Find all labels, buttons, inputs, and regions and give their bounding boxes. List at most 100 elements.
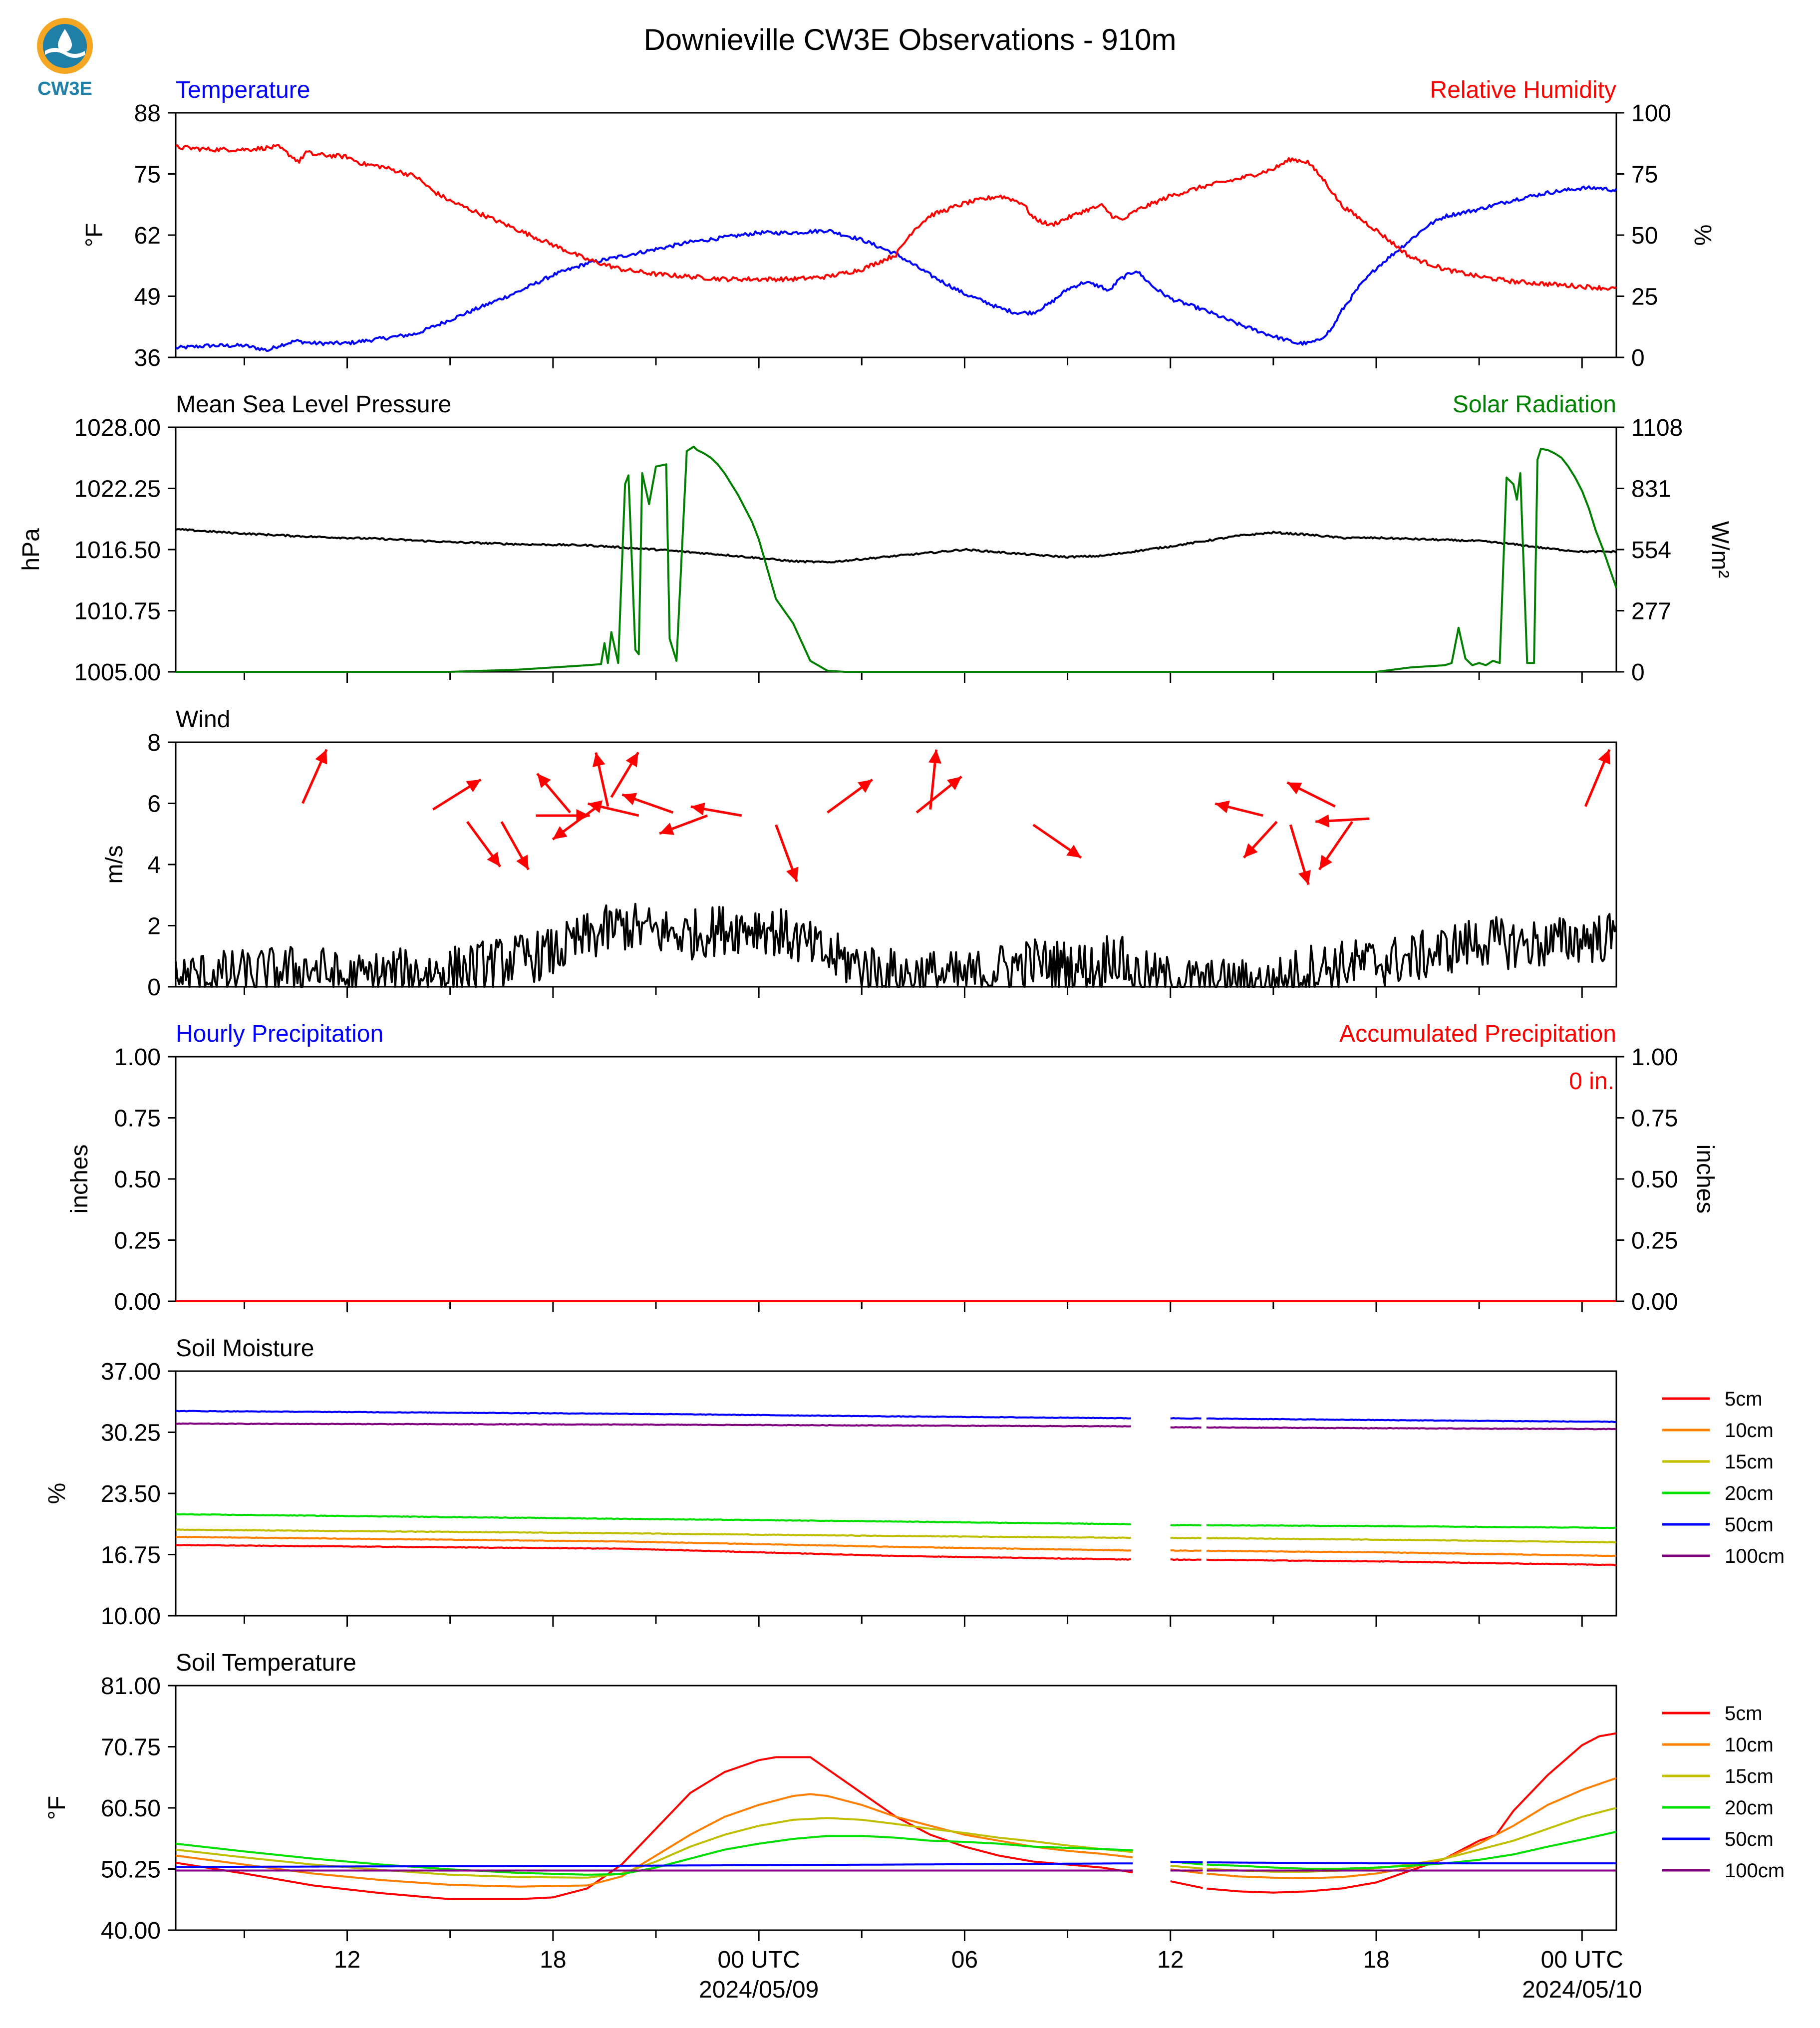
legend-label: 20cm bbox=[1725, 1797, 1774, 1819]
accumulated-total-label: 0 in. bbox=[1569, 1068, 1614, 1095]
y-tick-label-right: 554 bbox=[1631, 537, 1671, 564]
wind-arrow-head bbox=[625, 752, 638, 768]
series-line-20cm bbox=[175, 1513, 1617, 1529]
wind-arrow-head bbox=[537, 773, 551, 788]
wind-arrow-head bbox=[588, 800, 603, 813]
y-tick-label: 16.75 bbox=[101, 1542, 161, 1569]
y-tick-label: 49 bbox=[134, 284, 161, 310]
y-tick-label: 4 bbox=[147, 852, 161, 878]
wind-arrow-head bbox=[1287, 782, 1302, 795]
y-tick-label: 1005.00 bbox=[74, 659, 161, 686]
y-axis-label: hPa bbox=[18, 528, 44, 571]
legend-label: 15cm bbox=[1725, 1451, 1774, 1473]
series-line-100cm bbox=[175, 1422, 1617, 1431]
y-tick-label: 1022.25 bbox=[74, 476, 161, 503]
wind-arrow-head bbox=[659, 823, 674, 835]
panel-title-right: Relative Humidity bbox=[1430, 77, 1616, 103]
panel-pressure-solar: Mean Sea Level Pressure Solar Radiation 10… bbox=[18, 391, 1733, 686]
panel-title-left: Mean Sea Level Pressure bbox=[176, 391, 451, 418]
series-line-50cm bbox=[175, 1410, 1617, 1424]
y-tick-label-right: 831 bbox=[1631, 476, 1671, 503]
legend-label: 15cm bbox=[1725, 1765, 1774, 1787]
legend-label: 50cm bbox=[1725, 1514, 1774, 1536]
wind-arrow-head bbox=[946, 776, 962, 790]
y-tick-label-right: 75 bbox=[1631, 162, 1658, 188]
wind-arrow-head bbox=[487, 852, 501, 867]
legend-label: 5cm bbox=[1725, 1703, 1763, 1725]
y-tick-label: 60.50 bbox=[101, 1795, 161, 1822]
y-axis-label-right: % bbox=[1689, 225, 1716, 246]
series-line-5cm bbox=[175, 1544, 1617, 1566]
y-tick-label: 0.00 bbox=[114, 1289, 161, 1315]
wind-arrow-head bbox=[622, 793, 637, 806]
panel-soil-temperature: Soil Temperature 81.00 70.75 60.50 50.25 40.0… bbox=[44, 1650, 1785, 1944]
panel-title-left: Soil Moisture bbox=[176, 1335, 314, 1362]
wind-arrow-head bbox=[928, 749, 942, 764]
y-tick-label: 0 bbox=[147, 974, 161, 1001]
wind-arrow-head bbox=[1598, 749, 1610, 765]
y-tick-label-right: 25 bbox=[1631, 284, 1658, 310]
y-tick-label: 37.00 bbox=[101, 1359, 161, 1385]
y-tick-label-right: 1.00 bbox=[1631, 1044, 1678, 1071]
y-tick-label: 88 bbox=[134, 100, 161, 127]
y-tick-label-right: 1108 bbox=[1631, 415, 1683, 441]
series-line-20cm bbox=[175, 1830, 1617, 1876]
wind-arrow-head bbox=[1319, 855, 1332, 870]
y-tick-label: 6 bbox=[147, 791, 161, 818]
y-tick-label-right: 0.75 bbox=[1631, 1106, 1678, 1132]
plot-frame bbox=[175, 426, 1617, 673]
y-tick-label-right: 0 bbox=[1631, 659, 1645, 686]
panel-title-right: Solar Radiation bbox=[1453, 391, 1616, 418]
y-tick-label-right: 50 bbox=[1631, 223, 1658, 249]
series-line-15cm bbox=[175, 1528, 1617, 1544]
x-tick-sublabel: 2024/05/09 bbox=[699, 1977, 819, 2003]
plot-frame bbox=[175, 1056, 1617, 1302]
y-tick-label: 62 bbox=[134, 223, 161, 249]
series-line-solar-radiation bbox=[175, 445, 1617, 673]
y-tick-label: 1.00 bbox=[114, 1044, 161, 1071]
x-tick-label: 12 bbox=[334, 1947, 360, 1973]
y-axis-label: m/s bbox=[101, 845, 128, 883]
legend-label: 100cm bbox=[1725, 1545, 1785, 1567]
legend-label: 50cm bbox=[1725, 1828, 1774, 1850]
y-tick-label: 0.75 bbox=[114, 1106, 161, 1132]
y-tick-label: 40.00 bbox=[101, 1918, 161, 1944]
wind-arrow-head bbox=[1315, 814, 1329, 828]
panel-precipitation: Hourly Precipitation Accumulated Precipit… bbox=[66, 1021, 1718, 1315]
wind-arrow-head bbox=[516, 855, 529, 870]
series-line-relative-humidity bbox=[175, 144, 1617, 291]
panel-title-left: Temperature bbox=[176, 77, 310, 103]
y-tick-label: 0.25 bbox=[114, 1228, 161, 1254]
plot-frame bbox=[175, 112, 1617, 358]
series-line-temperature bbox=[175, 185, 1617, 352]
series-line-mean-sea-level-pressure bbox=[175, 528, 1617, 564]
y-tick-label: 23.50 bbox=[101, 1481, 161, 1507]
wind-arrow-head bbox=[786, 867, 799, 882]
panel-title-right: Accumulated Precipitation bbox=[1339, 1021, 1616, 1047]
x-tick-label: 18 bbox=[1363, 1947, 1389, 1973]
wind-arrow-head bbox=[858, 779, 873, 793]
legend-label: 100cm bbox=[1725, 1860, 1785, 1882]
y-tick-label: 1028.00 bbox=[74, 415, 161, 441]
y-tick-label: 75 bbox=[134, 162, 161, 188]
panel-wind: Wind 8 6 4 2 0 m/s bbox=[101, 706, 1617, 1001]
logo-text: CW3E bbox=[37, 78, 92, 99]
y-tick-label-right: 0 bbox=[1631, 345, 1645, 371]
wind-arrow-head bbox=[592, 752, 606, 767]
x-tick-label: 12 bbox=[1157, 1947, 1184, 1973]
y-tick-label: 8 bbox=[147, 730, 161, 756]
panel-soil-moisture: Soil Moisture 37.00 30.25 23.50 16.75 10.00% 5… bbox=[44, 1335, 1785, 1630]
wind-arrow-head bbox=[1298, 869, 1311, 885]
y-tick-label: 81.00 bbox=[101, 1673, 161, 1700]
y-tick-label: 0.50 bbox=[114, 1166, 161, 1193]
plot-frame bbox=[175, 1370, 1617, 1617]
panel-title-left: Soil Temperature bbox=[176, 1650, 356, 1676]
panel-title-left: Hourly Precipitation bbox=[176, 1021, 383, 1047]
y-tick-label: 1010.75 bbox=[74, 598, 161, 625]
x-tick-sublabel: 2024/05/10 bbox=[1522, 1977, 1642, 2003]
panel-temperature-rh: Temperature Relative Humidity 88 75 62 49 36 10… bbox=[81, 77, 1716, 371]
y-tick-label: 36 bbox=[134, 345, 161, 371]
y-axis-label: °F bbox=[81, 223, 108, 248]
y-axis-label: inches bbox=[66, 1145, 93, 1214]
y-tick-label: 50.25 bbox=[101, 1857, 161, 1883]
